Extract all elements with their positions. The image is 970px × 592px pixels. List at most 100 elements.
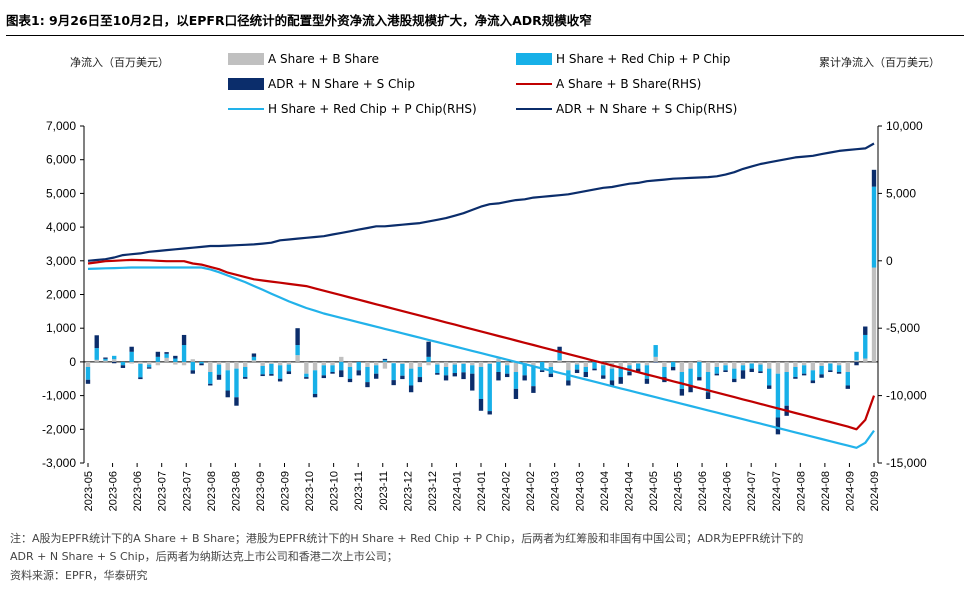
bar-adr	[286, 371, 292, 375]
bar-a-share	[775, 361, 781, 374]
x-tick-label: 2024-02	[501, 471, 513, 511]
x-tick-label: 2023-11	[378, 471, 390, 511]
bar-a-share	[740, 361, 746, 366]
bar-adr	[793, 377, 798, 379]
bar-adr	[260, 374, 265, 377]
bar-adr	[653, 361, 658, 363]
bar-adr	[775, 417, 781, 435]
left-tick-label: -3,000	[42, 456, 76, 470]
bar-h-share	[801, 365, 807, 374]
bar-h-share	[417, 366, 423, 378]
x-tick-label: 2024-08	[795, 471, 807, 511]
bar-a-share	[112, 359, 117, 362]
bar-adr	[601, 375, 606, 379]
x-tick-label: 2024-06	[697, 471, 709, 511]
bar-h-share	[129, 351, 134, 362]
bar-a-share	[871, 267, 877, 362]
bar-adr	[531, 386, 536, 393]
bar-a-share	[286, 361, 292, 365]
bar-adr	[164, 352, 169, 354]
bar-adr	[740, 370, 746, 379]
bar-h-share	[391, 363, 396, 381]
legend-swatch-a-bar	[228, 53, 264, 65]
bar-h-share	[836, 365, 842, 373]
bar-h-share	[810, 370, 816, 381]
bar-h-share	[496, 361, 501, 373]
bar-adr	[609, 380, 615, 386]
bar-adr	[155, 351, 161, 357]
bar-h-share	[277, 365, 283, 379]
bar-a-share	[155, 361, 161, 366]
bar-h-share	[374, 365, 379, 374]
bar-h-share	[120, 361, 126, 366]
bar-adr	[461, 372, 466, 380]
bar-adr	[347, 378, 353, 383]
bar-adr	[557, 346, 562, 352]
bar-adr	[749, 368, 754, 373]
bar-adr	[251, 353, 257, 357]
legend-label-a-bar: A Share + B Share	[268, 52, 380, 66]
bar-adr	[181, 334, 187, 346]
bar-adr	[688, 385, 693, 393]
bar-h-share	[609, 368, 615, 381]
bar-adr	[365, 382, 370, 388]
footnote-2: ADR + N Share + S Chip，后两者为纳斯达克上市公司和香港二次…	[10, 550, 398, 563]
legend-a-share-line: A Share + B Share(RHS)	[516, 77, 701, 91]
bar-adr	[452, 373, 457, 377]
x-tick-label: 2024-04	[623, 471, 635, 511]
bar-a-share	[138, 361, 143, 364]
bar-a-share	[845, 361, 850, 373]
bar-adr	[269, 374, 274, 376]
bar-adr	[234, 397, 239, 406]
left-tick-label: 4,000	[46, 220, 76, 234]
bar-h-share	[94, 348, 99, 360]
bar-a-share	[146, 361, 152, 365]
bar-a-share	[94, 359, 99, 362]
x-tick-label: 2023-12	[402, 471, 414, 511]
bar-adr	[356, 370, 361, 376]
bar-adr	[723, 370, 728, 373]
bar-h-share	[627, 365, 632, 373]
bar-a-share	[312, 361, 318, 371]
bar-a-share	[260, 361, 265, 366]
right-tick-label: -5,000	[886, 321, 920, 335]
bar-h-share	[426, 356, 431, 362]
bar-adr	[330, 372, 335, 374]
bar-h-share	[365, 366, 370, 383]
bar-h-share	[539, 361, 545, 371]
bar-a-share	[426, 361, 431, 366]
legend-a-share-bar: A Share + B Share	[228, 52, 379, 66]
bar-h-share	[216, 364, 222, 375]
bar-adr	[496, 372, 501, 381]
bar-a-share	[365, 361, 370, 367]
bar-a-share	[767, 361, 772, 369]
bar-a-share	[452, 361, 457, 365]
x-tick-label: 2024-03	[550, 471, 562, 511]
bar-a-share	[627, 361, 632, 366]
bar-adr	[574, 369, 580, 374]
bar-a-share	[705, 361, 711, 373]
bar-h-share	[408, 368, 414, 386]
x-tick-label: 2023-07	[157, 471, 169, 511]
left-tick-label: -2,000	[42, 422, 76, 436]
bar-h-share	[714, 366, 719, 374]
x-tick-label: 2024-01	[451, 471, 463, 511]
x-tick-label: 2024-09	[869, 471, 881, 511]
bar-h-share	[662, 366, 667, 378]
bar-h-share	[723, 365, 728, 371]
bar-adr	[828, 370, 833, 373]
bar-h-share	[321, 365, 326, 376]
x-tick-label: 2024-05	[673, 471, 685, 511]
bar-a-share	[863, 358, 868, 362]
legend-label-h-line: H Share + Red Chip + P Chip(RHS)	[268, 102, 477, 116]
bar-h-share	[845, 372, 850, 386]
bar-adr	[295, 328, 300, 346]
bar-h-share	[234, 368, 239, 398]
x-tick-label: 2024-04	[599, 471, 611, 511]
bar-adr	[627, 372, 632, 376]
bar-a-share	[836, 361, 842, 366]
bar-h-share	[854, 351, 859, 361]
bar-a-share	[478, 361, 484, 367]
bar-a-share	[505, 361, 510, 366]
x-tick-label: 2024-09	[844, 471, 856, 511]
